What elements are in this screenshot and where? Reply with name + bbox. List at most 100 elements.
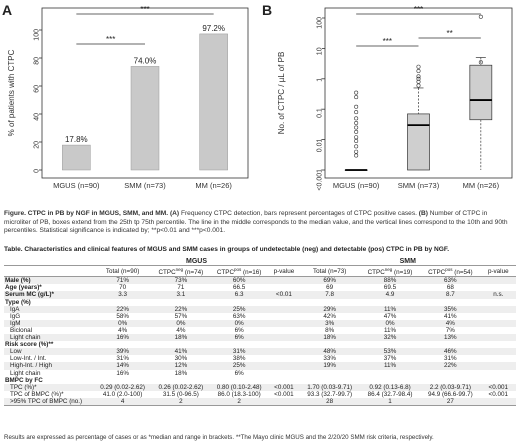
panel-b-outlier <box>416 79 421 84</box>
panel-b-outlier <box>354 121 359 126</box>
table-cell <box>360 377 420 384</box>
table-cell: 29% <box>299 305 360 313</box>
panel-b-outlier <box>354 138 359 143</box>
table-row-label: IgM <box>4 319 94 327</box>
panel-a-ytick-label: 60 <box>34 85 41 93</box>
table-cell <box>268 276 300 285</box>
panel-a-bar <box>199 33 228 171</box>
panel-b-ytick-label: 1 <box>317 78 324 82</box>
table-cell <box>210 377 268 384</box>
table-cell <box>210 299 268 306</box>
group-smm: SMM <box>299 258 516 267</box>
table-cell <box>152 341 210 348</box>
panel-b-ytick-label: 0.01 <box>317 138 324 152</box>
table-cell: 0% <box>93 319 152 327</box>
table-cell <box>300 341 360 348</box>
table-header-cell: CTPCpos (n=16) <box>210 265 269 278</box>
panel-b-outlier <box>478 60 483 65</box>
table-cell: 14% <box>93 362 152 370</box>
table-cell: 31% <box>116 355 129 363</box>
table-row-label: Serum MC (g/L)* <box>4 291 94 299</box>
table-header-cell: p-value <box>268 265 300 278</box>
table-cell: 46% <box>420 348 481 356</box>
table-cell <box>268 397 300 406</box>
table-cell: 6.3 <box>210 291 269 299</box>
table-cell <box>300 299 360 306</box>
table-cell: 7% <box>445 326 455 334</box>
table-cell: 39% <box>93 348 152 356</box>
table-cell: 33% <box>323 355 336 363</box>
panel-b-outlier <box>354 125 359 130</box>
table-cell: 16% <box>93 334 152 342</box>
table-row: >95% TPC of BMPC (no.) 4 2 2 28 1 27 <box>4 397 516 406</box>
table-cell <box>481 341 516 348</box>
table-cell <box>360 370 420 377</box>
table-cell <box>481 370 516 377</box>
table-cell: 57% <box>174 312 188 320</box>
table-cell: 3% <box>299 319 360 327</box>
table-header-cell: CTPCpos (n=54) <box>420 265 481 278</box>
panel-b-outlier <box>354 104 359 109</box>
table-cell: 25% <box>210 305 269 313</box>
table-cell: 71% <box>93 276 152 285</box>
table-row: Light chain 16% 18% 6% 18% 32% 13% <box>4 334 516 342</box>
table-cell: 2 <box>210 397 269 406</box>
table-cell: 25% <box>210 362 269 370</box>
panel-b-sig-label: *** <box>383 37 392 46</box>
table-cell: 63% <box>232 312 246 320</box>
table-cell <box>300 377 360 384</box>
table-row: Male (%) 71% 73% 60% 69% 88% 63% <box>4 276 516 285</box>
table-cell: 41.0 (2.0-100) <box>102 390 143 398</box>
table-cell <box>268 348 300 356</box>
table-cell: 30% <box>174 355 188 363</box>
table-cell: 48% <box>299 348 360 356</box>
panel-b-outlier <box>354 95 359 100</box>
table-cell: 86.0 (18.3-100) <box>217 390 261 398</box>
table-cell: 88% <box>359 276 421 285</box>
table-row-label: IgG <box>10 312 21 320</box>
table-footnote: Results are expressed as percentage of c… <box>4 434 434 441</box>
table-cell: 8% <box>325 326 335 334</box>
table-cell <box>268 362 300 370</box>
table-cell <box>481 377 516 384</box>
table-cell: n.s. <box>480 291 516 299</box>
table-cell: 6% <box>210 334 269 342</box>
table-cell: 93.3 (32.7-99.7) <box>307 390 353 398</box>
panel-a-ytick-label: 0 <box>34 169 41 173</box>
table-cell: 6% <box>234 326 244 334</box>
panel-a-bar-label: 74.0% <box>134 56 157 65</box>
panel-b-ytick-label: 10 <box>317 47 324 55</box>
table-cell <box>420 299 480 306</box>
panel-a-xtick-label: MM (n=26) <box>195 181 232 190</box>
table-cell <box>268 305 300 313</box>
table-row: Light chain 16% 18% 6% <box>4 370 516 377</box>
table-cell: 3.1 <box>151 291 211 299</box>
table-cell: 1 <box>359 397 421 406</box>
panel-b-outlier <box>354 135 359 140</box>
figure-caption-text-2: Number of CTPC in microliter of PB, boxe… <box>4 210 508 235</box>
table-cell <box>268 284 299 291</box>
table-row: Low-Int. / Int. 31% 30% 38% 33% 37% 31% <box>4 355 516 362</box>
panel-b: B <0.001 0.01 0.1 1 10 100 No. of CTPC / µL of … <box>262 2 513 191</box>
table-header-cell <box>4 265 94 278</box>
table-body: MGUS SMM Total (n=90) CTPCneg (n=74) CTPCp… <box>4 258 516 406</box>
table-cell: 12% <box>151 362 211 370</box>
table-header-cell: CTPCneg (n=19) <box>359 265 421 278</box>
table-row: Biclonal 4% 4% 6% 8% 11% 7% <box>4 327 516 334</box>
table-cell: 35% <box>420 305 481 313</box>
table-cell: 1.70 (0.03-9.71) <box>299 383 360 391</box>
table-cell <box>481 327 516 334</box>
table-cell <box>480 334 516 342</box>
clinical-table: MGUS SMM Total (n=90) CTPCneg (n=74) CTPCp… <box>4 258 516 406</box>
panel-a-bar-label: 17.8% <box>65 135 88 144</box>
table-row: Low 39% 41% 31% 48% 53% 46% <box>4 348 516 356</box>
table-cell: 0% <box>359 319 421 327</box>
table-cell: 73% <box>151 276 211 285</box>
table-cell: 4% <box>420 319 481 327</box>
table-header-cell: p-value <box>480 265 516 278</box>
table-cell: 41% <box>444 312 457 320</box>
table-cell <box>268 327 299 334</box>
table-cell: 0.29 (0.02-2.62) <box>93 383 152 391</box>
panel-b-xtick-label: MM (n=26) <box>463 181 500 190</box>
panel-b-outlier <box>354 153 359 158</box>
